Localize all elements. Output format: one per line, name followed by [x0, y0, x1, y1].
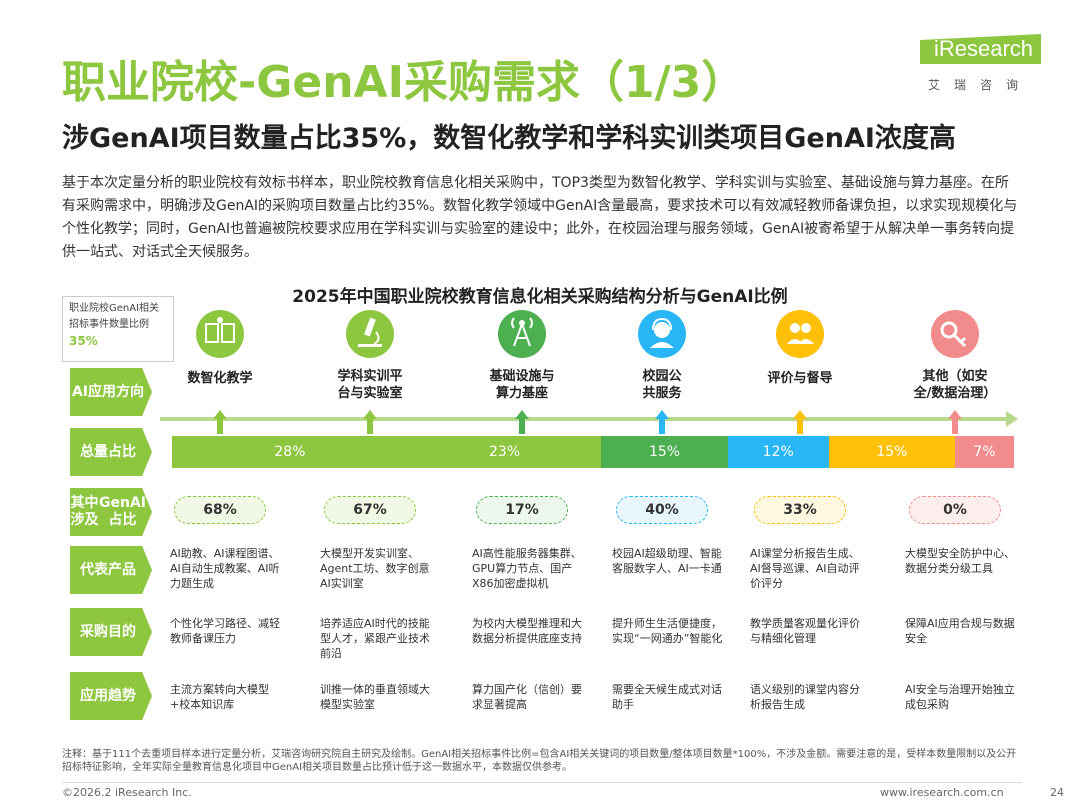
procurement-purpose: 为校内大模型推理和大数据分析提供底座支持 [472, 617, 582, 645]
page-title: 职业院校-GenAI采购需求（1/3） [62, 57, 746, 108]
up-arrow-icon [948, 410, 962, 434]
page-subtitle: 涉GenAI项目数量占比35%，数智化教学和学科实训类项目GenAI浓度高 [62, 123, 956, 154]
footnote: 注释：基于111个去重项目样本进行定量分析，艾瑞咨询研究院自主研究及绘制。Gen… [62, 749, 1017, 773]
application-trend: 语义级别的课堂内容分析报告生成 [750, 683, 860, 711]
procurement-purpose: 培养适应AI时代的技能型人才，紧跟产业技术前沿 [320, 617, 430, 660]
users-icon [776, 310, 824, 358]
procurement-purpose: 保障AI应用合规与数据安全 [905, 617, 1015, 645]
share-bar-segment: 7% [955, 436, 1014, 468]
logo-cn-name: 艾瑞咨询 [928, 78, 1033, 92]
footer-copyright: ©2026.2 iResearch Inc. [62, 786, 192, 799]
share-bar-segment: 12% [727, 436, 829, 468]
intro-paragraph: 基于本次定量分析的职业院校有效标书样本，职业院校教育信息化相关采购中，TOP3类… [62, 175, 1018, 260]
genai-share-pill: 67% [324, 496, 416, 524]
category-name: 校园公 共服务 [642, 369, 682, 401]
category-name: 学科实训平 台与实验室 [337, 369, 403, 401]
representative-products: 大模型开发实训室、Agent工坊、数字创意AI实训室 [320, 547, 430, 590]
genai-share-pill: 0% [909, 496, 1001, 524]
procurement-purpose: 个性化学习路径、减轻教师备课压力 [170, 617, 280, 645]
representative-products: AI课堂分析报告生成、AI督导巡课、AI自动评价评分 [750, 547, 860, 590]
share-bar-segment: 28% [172, 436, 408, 468]
category-name: 数智化教学 [187, 371, 253, 386]
logo-brand: iResearch [920, 34, 1042, 64]
footer-url: www.iresearch.com.cn [880, 786, 1004, 799]
row-label: 应用趋势 [70, 672, 152, 720]
up-arrow-icon [213, 410, 227, 434]
representative-products: 校园AI超级助理、智能客服数字人、AI一卡通 [612, 547, 722, 575]
share-bar-segment: 15% [828, 436, 956, 468]
up-arrow-icon [655, 410, 669, 434]
antenna-icon [498, 310, 546, 358]
genai-share-pill: 17% [476, 496, 568, 524]
up-arrow-icon [793, 410, 807, 434]
share-bar-segment: 15% [601, 436, 728, 468]
footer-divider [62, 782, 1022, 783]
application-trend: 主流方案转向大模型+校本知识库 [170, 683, 269, 711]
application-trend: 训推一体的垂直领域大模型实验室 [320, 683, 430, 711]
assistant-icon [638, 310, 686, 358]
procurement-purpose: 教学质量客观量化评价与精细化管理 [750, 617, 860, 645]
genai-ratio-label: 职业院校GenAI相关招标事件数量比例 [69, 303, 160, 330]
chart-title: 2025年中国职业院校教育信息化相关采购结构分析与GenAI比例 [292, 287, 788, 307]
key-icon [931, 310, 979, 358]
iresearch-logo: iResearch 艾瑞咨询 [920, 30, 1050, 100]
page-number: 24 [1050, 786, 1064, 799]
genai-share-pill: 33% [754, 496, 846, 524]
genai-share-pill: 68% [174, 496, 266, 524]
genai-share-pill: 40% [616, 496, 708, 524]
timeline-arrow-line [160, 417, 1010, 421]
up-arrow-icon [363, 410, 377, 434]
genai-ratio-value: 35% [69, 334, 98, 348]
row-label: 其中涉及 GenAI占比 [70, 488, 152, 536]
row-label: AI应用方向 [70, 368, 152, 416]
representative-products: 大模型安全防护中心、数据分类分级工具 [905, 547, 1015, 575]
share-bar-segment: 23% [407, 436, 602, 468]
up-arrow-icon [515, 410, 529, 434]
row-label: 采购目的 [70, 608, 152, 656]
microscope-icon [346, 310, 394, 358]
category-name: 基础设施与 算力基座 [489, 369, 555, 401]
procurement-purpose: 提升师生生活便捷度，实现“一网通办”智能化 [612, 617, 723, 645]
row-label: 总量占比 [70, 428, 152, 476]
application-trend: 算力国产化（信创）要求显著提高 [472, 683, 582, 711]
category-name: 其他（如安 全/数据治理） [913, 369, 997, 401]
genai-ratio-box: 职业院校GenAI相关招标事件数量比例 35% [62, 296, 174, 362]
row-label: 代表产品 [70, 546, 152, 594]
category-name: 评价与督导 [767, 371, 833, 386]
representative-products: AI高性能服务器集群、GPU算力节点、国产X86加密虚拟机 [472, 547, 582, 590]
book-icon [196, 310, 244, 358]
representative-products: AI助教、AI课程图谱、AI自动生成教案、AI听力题生成 [170, 547, 280, 590]
timeline-arrow-head [1006, 411, 1018, 427]
application-trend: 需要全天候生成式对话助手 [612, 683, 722, 711]
application-trend: AI安全与治理开始独立成包采购 [905, 683, 1015, 711]
